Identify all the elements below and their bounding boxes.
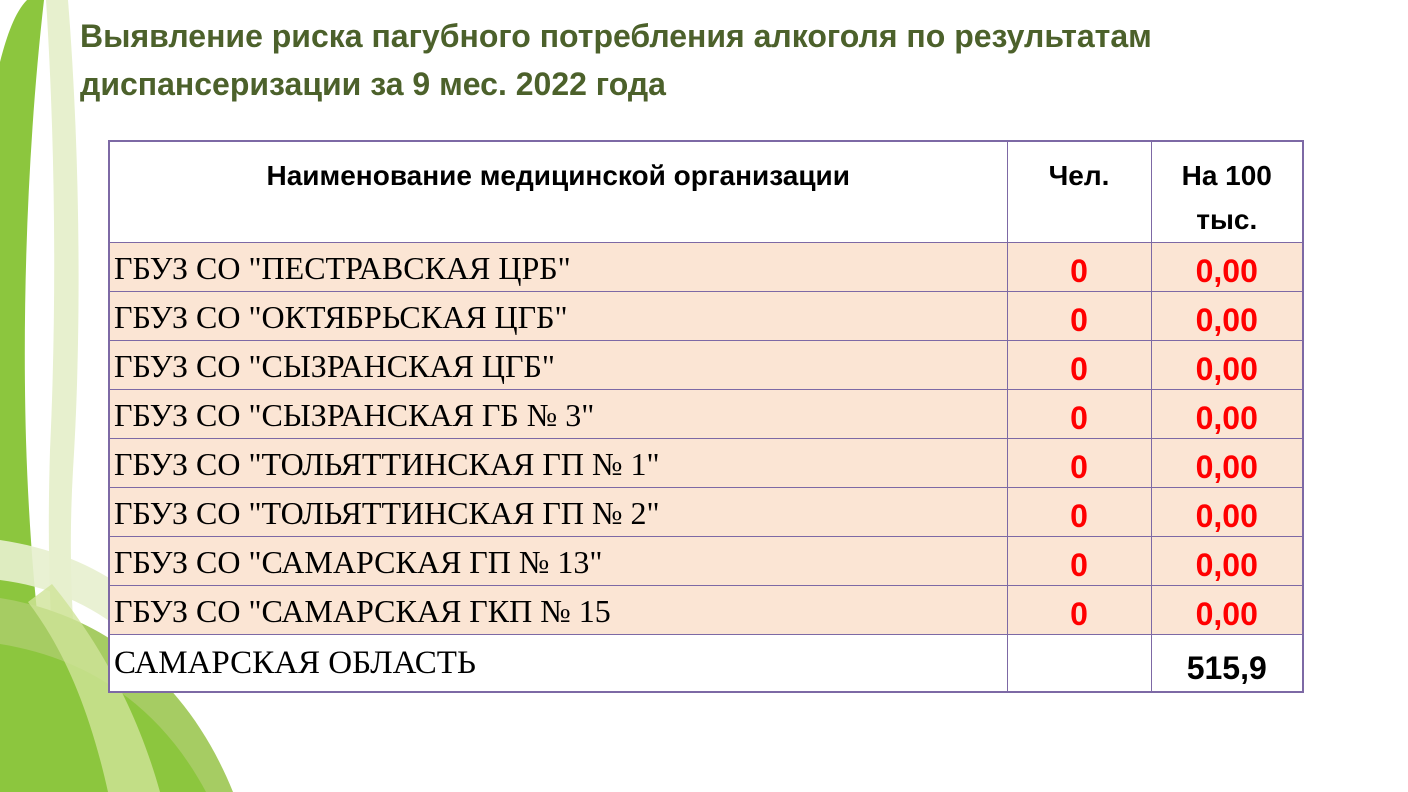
org-cell: ГБУЗ СО "САМАРСКАЯ ГКП № 15: [108, 585, 1008, 635]
people-cell: 0: [1006, 291, 1152, 341]
table-row: ГБУЗ СО "САМАРСКАЯ ГП № 13" 0 0,00: [108, 536, 1304, 586]
header-per100k-line1: На 100: [1181, 160, 1272, 191]
data-table: Наименование медицинской организации Чел…: [108, 140, 1304, 693]
header-people: Чел.: [1006, 140, 1152, 243]
people-cell: 0: [1006, 487, 1152, 537]
total-organization-cell: САМАРСКАЯ ОБЛАСТЬ: [108, 634, 1008, 692]
table-footer: САМАРСКАЯ ОБЛАСТЬ 515,9: [108, 634, 1304, 692]
table-row: ГБУЗ СО "ТОЛЬЯТТИНСКАЯ ГП № 2" 0 0,00: [108, 487, 1304, 537]
org-cell: ГБУЗ СО "ОКТЯБРЬСКАЯ ЦГБ": [108, 291, 1008, 341]
header-per100k: На 100 тыс.: [1150, 140, 1304, 243]
org-cell: ГБУЗ СО "ТОЛЬЯТТИНСКАЯ ГП № 2": [108, 487, 1008, 537]
people-cell: 0: [1006, 536, 1152, 586]
people-cell: 0: [1006, 585, 1152, 635]
org-cell: ГБУЗ СО "ПЕСТРАВСКАЯ ЦРБ": [108, 242, 1008, 292]
per100k-cell: 0,00: [1150, 536, 1304, 586]
org-cell: ГБУЗ СО "ТОЛЬЯТТИНСКАЯ ГП № 1": [108, 438, 1008, 488]
people-cell: 0: [1006, 389, 1152, 439]
people-cell: 0: [1006, 438, 1152, 488]
total-people-cell: [1006, 634, 1152, 692]
header-organization: Наименование медицинской организации: [108, 140, 1008, 243]
org-cell: ГБУЗ СО "СЫЗРАНСКАЯ ЦГБ": [108, 340, 1008, 390]
page-title-line1: Выявление риска пагубного потребления ал…: [80, 18, 1152, 54]
leaf-band-bright: [0, 0, 64, 792]
people-cell: 0: [1006, 242, 1152, 292]
org-cell: ГБУЗ СО "САМАРСКАЯ ГП № 13": [108, 536, 1008, 586]
table-header: Наименование медицинской организации Чел…: [108, 140, 1304, 243]
per100k-cell: 0,00: [1150, 340, 1304, 390]
header-per100k-line2: тыс.: [1196, 204, 1258, 235]
page-title-line2: диспансеризации за 9 мес. 2022 года: [80, 66, 666, 102]
table-row: ГБУЗ СО "СЫЗРАНСКАЯ ЦГБ" 0 0,00: [108, 340, 1304, 390]
per100k-cell: 0,00: [1150, 487, 1304, 537]
table-body: ГБУЗ СО "ПЕСТРАВСКАЯ ЦРБ" 0 0,00 ГБУЗ СО "О…: [108, 242, 1304, 635]
table-row: ГБУЗ СО "СЫЗРАНСКАЯ ГБ № 3" 0 0,00: [108, 389, 1304, 439]
per100k-cell: 0,00: [1150, 438, 1304, 488]
table-row: ГБУЗ СО "ТОЛЬЯТТИНСКАЯ ГП № 1" 0 0,00: [108, 438, 1304, 488]
table-row: ГБУЗ СО "ПЕСТРАВСКАЯ ЦРБ" 0 0,00: [108, 242, 1304, 292]
leaf-streak-highlight: [28, 584, 160, 792]
page-title: Выявление риска пагубного потребления ал…: [80, 12, 1340, 108]
table-row: ГБУЗ СО "САМАРСКАЯ ГКП № 15 0 0,00: [108, 585, 1304, 635]
per100k-cell: 0,00: [1150, 291, 1304, 341]
org-cell: ГБУЗ СО "СЫЗРАНСКАЯ ГБ № 3": [108, 389, 1008, 439]
per100k-cell: 0,00: [1150, 242, 1304, 292]
table-row: ГБУЗ СО "ОКТЯБРЬСКАЯ ЦГБ" 0 0,00: [108, 291, 1304, 341]
per100k-cell: 0,00: [1150, 389, 1304, 439]
total-per100k-cell: 515,9: [1150, 634, 1304, 692]
per100k-cell: 0,00: [1150, 585, 1304, 635]
people-cell: 0: [1006, 340, 1152, 390]
total-row: САМАРСКАЯ ОБЛАСТЬ 515,9: [108, 634, 1304, 692]
